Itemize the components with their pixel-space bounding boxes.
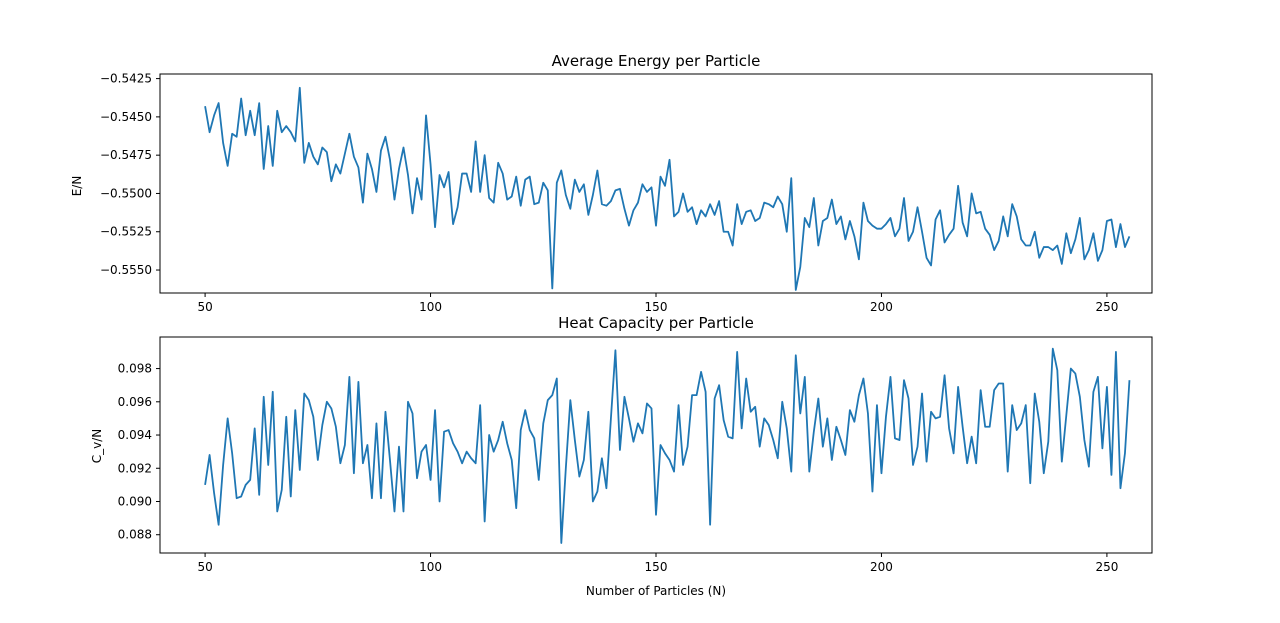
heat-capacity-plot-frame [159, 336, 1153, 554]
heat-capacity-y-tick-label: 0.098 [118, 362, 152, 376]
heat-capacity-x-tick-label: 250 [1095, 560, 1118, 574]
heat-capacity-subplot: Heat Capacity per Particle C_v/N 50 100 15… [90, 314, 1153, 598]
energy-y-axis-label: E/N [70, 176, 84, 197]
heat-capacity-data-line [204, 347, 1131, 544]
energy-plot-frame [159, 73, 1153, 294]
energy-axis-ticks: 50 100 150 200 250 −0.5425 −0.5450 −0.5475 −0.55… [100, 72, 1118, 314]
heat-capacity-series [204, 347, 1131, 544]
heat-capacity-x-tick-label: 150 [645, 560, 668, 574]
heat-capacity-y-tick-label: 0.094 [118, 428, 152, 442]
energy-series [204, 86, 1131, 291]
heat-capacity-x-tick-label: 50 [197, 560, 212, 574]
energy-y-tick-label: −0.5525 [100, 225, 152, 239]
heat-capacity-y-axis-label: C_v/N [90, 429, 104, 464]
heat-capacity-y-tick-label: 0.092 [118, 461, 152, 475]
heat-capacity-y-tick-label: 0.088 [118, 528, 152, 542]
energy-x-tick-label: 150 [645, 300, 668, 314]
energy-x-tick-label: 100 [419, 300, 442, 314]
energy-x-tick-label: 50 [197, 300, 212, 314]
heat-capacity-x-tick-label: 200 [870, 560, 893, 574]
energy-y-tick-label: −0.5500 [100, 186, 152, 200]
heat-capacity-y-tick-label: 0.096 [118, 395, 152, 409]
energy-data-line [204, 86, 1131, 291]
x-axis-label: Number of Particles (N) [586, 584, 726, 598]
energy-subplot: Average Energy per Particle E/N 50 100 150… [70, 52, 1153, 314]
energy-y-tick-label: −0.5425 [100, 72, 152, 86]
energy-y-tick-label: −0.5550 [100, 263, 152, 277]
energy-y-tick-label: −0.5475 [100, 148, 152, 162]
energy-y-tick-label: −0.5450 [100, 110, 152, 124]
heat-capacity-axis-ticks: 50 100 150 200 250 0.088 0.090 0.092 0.094 0.096 0… [118, 362, 1119, 574]
heat-capacity-chart-title: Heat Capacity per Particle [558, 314, 754, 332]
energy-x-tick-label: 200 [870, 300, 893, 314]
heat-capacity-y-tick-label: 0.090 [118, 494, 152, 508]
energy-x-tick-label: 250 [1095, 300, 1118, 314]
heat-capacity-x-tick-label: 100 [419, 560, 442, 574]
energy-chart-title: Average Energy per Particle [552, 52, 761, 70]
